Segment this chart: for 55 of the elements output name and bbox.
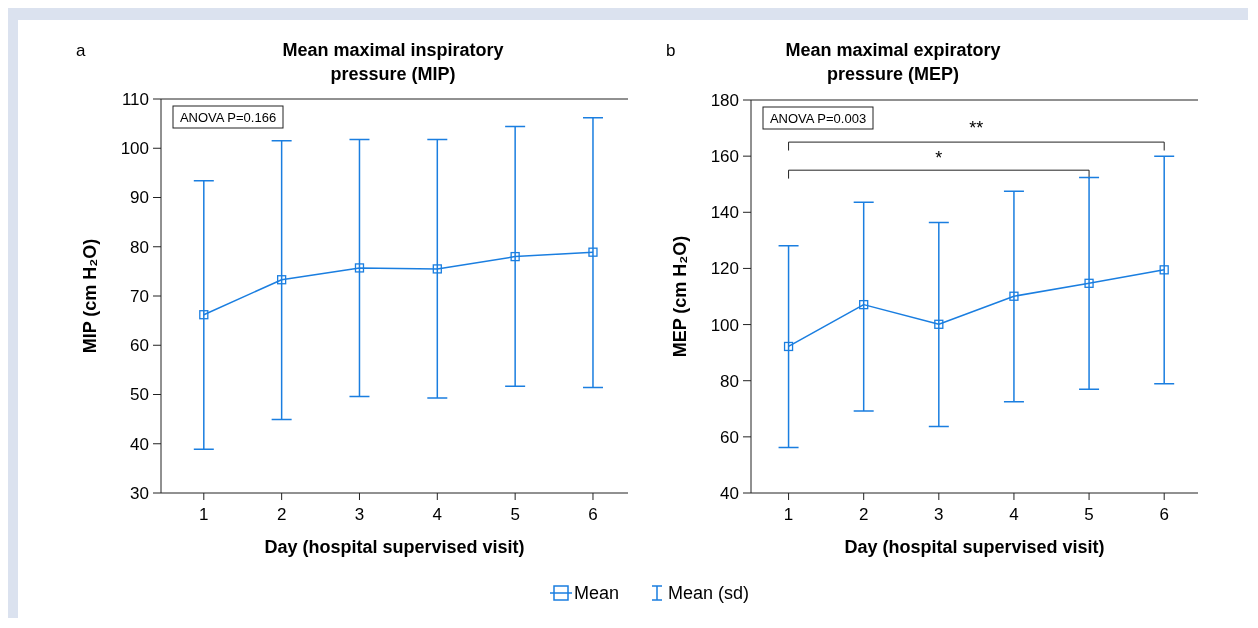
y-tick-label: 40 [130,434,149,454]
point [1159,265,1169,275]
annotation: ANOVA P=0.166 [179,109,277,125]
y-tick-label: 160 [710,147,739,167]
y-tick-label: 40 [720,483,739,503]
y-tick-label: 60 [720,427,739,447]
x-tick-label: 1 [783,505,794,524]
y-tick-label: 110 [121,89,149,109]
x-tick-label: 4 [1009,505,1019,524]
x-tick-label: 5 [510,505,520,524]
annotation: ANOVA P=0.003 [769,110,867,126]
point [934,319,944,329]
x-axis-title: Day (hospital supervised visit) [264,537,525,557]
x-tick-label: 1 [199,505,209,524]
y-tick-label: 80 [130,237,149,257]
text: Mean (sd) [668,583,750,604]
y-tick-label: 180 [710,90,739,110]
x-axis-title: Day (hospital supervised visit) [844,537,1105,557]
y-tick-label: 140 [710,203,739,223]
y-tick-label: 100 [120,139,149,159]
point [432,264,442,274]
chart-title: Mean maximal expiratory pressure (MEP) [785,40,1001,84]
point [510,251,520,262]
x-tick-label: 5 [1084,505,1094,524]
x-tick-label: 2 [858,505,869,524]
x-tick-label: 2 [276,505,287,524]
y-tick-label: 120 [710,259,739,279]
text: b [666,41,676,60]
x-tick-label: 3 [354,505,365,524]
point [199,310,209,320]
point [354,263,365,273]
y-tick-label: 60 [130,336,149,356]
chart-title: Mean maximal inspiratory pressure (MIP) [282,40,504,84]
y-tick-label: 30 [130,483,149,503]
x-tick-label: 3 [934,505,944,524]
y-tick-label: 70 [130,286,149,306]
y-tick-label: 100 [710,315,739,335]
legend-label: Mean [574,583,620,604]
y-tick-label: 50 [130,385,149,405]
annotation: ** [969,118,984,139]
point [1009,291,1019,301]
point [1084,278,1094,288]
y-axis-title: MIP (cm H₂O) [80,238,100,354]
x-tick-label: 6 [588,505,598,524]
text: a [76,41,86,60]
y-tick-label: 80 [720,371,739,391]
x-tick-label: 6 [1159,505,1169,524]
point [588,247,598,257]
point [276,275,287,285]
annotation: * [935,148,943,169]
y-axis-title: MEP (cm H₂O) [670,235,690,358]
x-tick-label: 4 [432,505,443,524]
y-tick-label: 90 [130,188,149,208]
point [783,341,794,352]
point [859,299,869,310]
